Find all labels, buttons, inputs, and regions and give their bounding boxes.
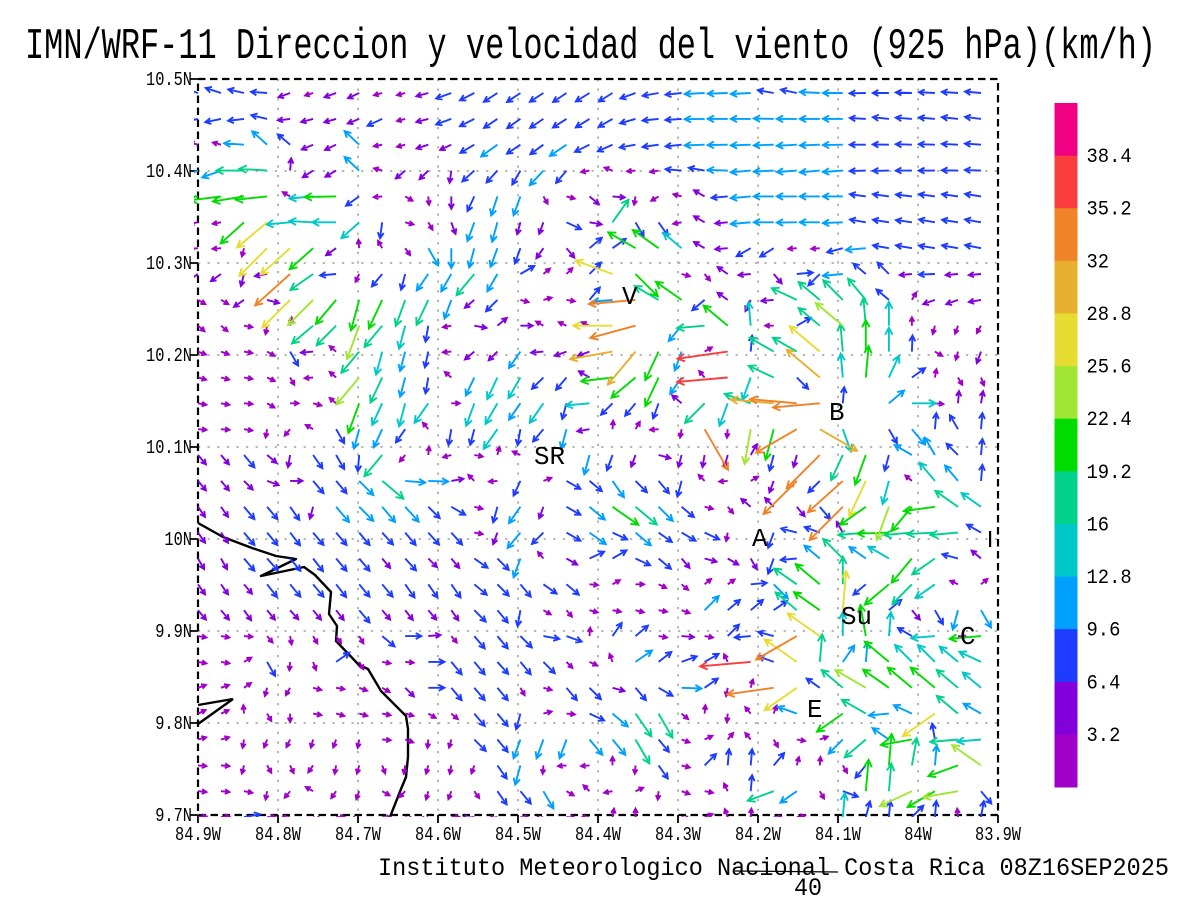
svg-text:10.1N: 10.1N	[146, 437, 192, 459]
svg-text:35.2: 35.2	[1087, 199, 1132, 222]
svg-text:16: 16	[1087, 514, 1110, 537]
svg-text:84.8W: 84.8W	[255, 824, 301, 846]
svg-text:83.9W: 83.9W	[975, 824, 1021, 846]
svg-text:38.4: 38.4	[1087, 146, 1132, 169]
svg-text:A: A	[752, 524, 768, 554]
svg-text:84.9W: 84.9W	[175, 824, 221, 846]
svg-text:3.2: 3.2	[1087, 725, 1121, 748]
svg-text:10.2N: 10.2N	[146, 345, 192, 367]
svg-text:84.1W: 84.1W	[815, 824, 861, 846]
svg-text:84.6W: 84.6W	[415, 824, 461, 846]
svg-text:84.7W: 84.7W	[335, 824, 381, 846]
svg-text:25.6: 25.6	[1087, 357, 1132, 380]
svg-text:C: C	[960, 622, 976, 652]
svg-text:10N: 10N	[164, 529, 192, 551]
svg-text:10.5N: 10.5N	[146, 69, 192, 91]
svg-text:IMN/WRF-11 Direccion y velocid: IMN/WRF-11 Direccion y velocidad del vie…	[25, 22, 1156, 72]
svg-text:84.5W: 84.5W	[495, 824, 541, 846]
svg-text:6.4: 6.4	[1087, 672, 1121, 695]
svg-text:9.8N: 9.8N	[155, 713, 192, 735]
svg-text:10.3N: 10.3N	[146, 253, 192, 275]
svg-text:84.4W: 84.4W	[575, 824, 621, 846]
svg-text:9.7N: 9.7N	[155, 805, 192, 827]
svg-text:32: 32	[1087, 251, 1110, 274]
svg-text:SR: SR	[534, 442, 565, 472]
svg-text:B: B	[829, 398, 845, 428]
svg-text:84.3W: 84.3W	[655, 824, 701, 846]
svg-text:40: 40	[794, 874, 822, 900]
svg-text:Su: Su	[841, 602, 872, 632]
svg-text:19.2: 19.2	[1087, 462, 1132, 485]
svg-text:Instituto Meteorologico Nacion: Instituto Meteorologico Nacional Costa R…	[378, 854, 1169, 883]
svg-text:28.8: 28.8	[1087, 304, 1132, 327]
svg-text:9.9N: 9.9N	[155, 621, 192, 643]
svg-text:10.4N: 10.4N	[146, 161, 192, 183]
svg-text:12.8: 12.8	[1087, 567, 1132, 590]
svg-text:9.6: 9.6	[1087, 620, 1121, 643]
svg-text:22.4: 22.4	[1087, 409, 1132, 432]
svg-text:84W: 84W	[904, 824, 932, 846]
svg-text:84.2W: 84.2W	[735, 824, 781, 846]
svg-text:V: V	[622, 282, 638, 312]
svg-text:E: E	[807, 695, 823, 725]
